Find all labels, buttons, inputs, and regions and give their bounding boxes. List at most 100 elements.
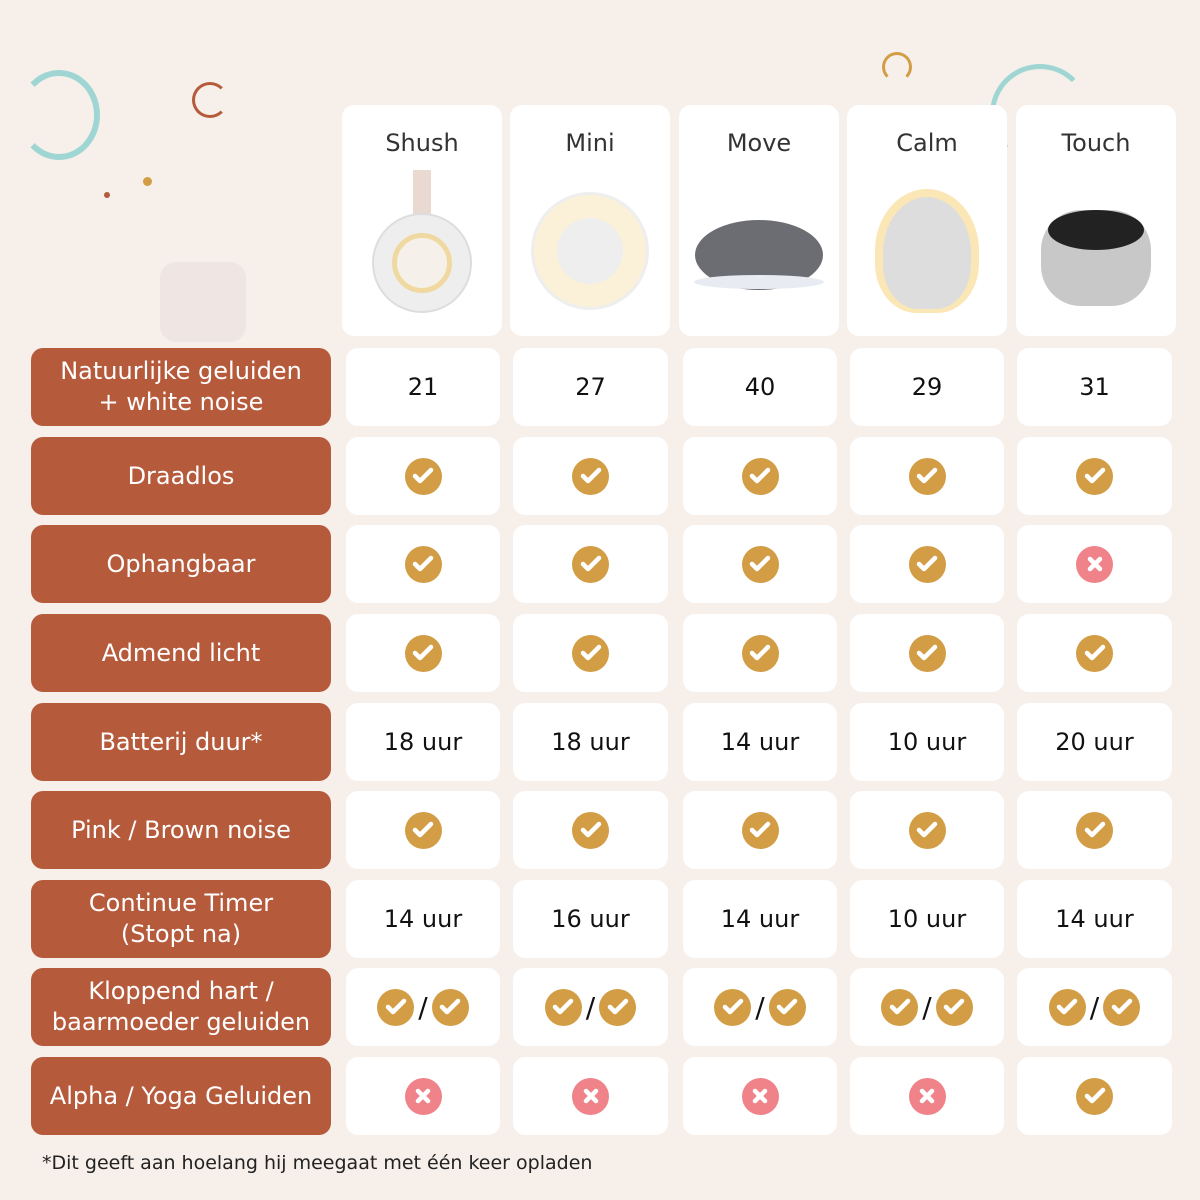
feature-label: Kloppend hart / baarmoeder geluiden [31, 968, 331, 1046]
check-icon [714, 988, 752, 1026]
check-icon [741, 545, 779, 583]
feature-value [850, 791, 1004, 869]
feature-value: 29 [850, 348, 1004, 426]
feature-value: / [683, 968, 837, 1046]
check-icon [599, 988, 637, 1026]
feature-label: Continue Timer (Stopt na) [31, 880, 331, 958]
feature-value [513, 791, 668, 869]
check-icon [741, 634, 779, 672]
feature-value [513, 525, 668, 603]
feature-value [683, 437, 837, 515]
feature-value: / [1017, 968, 1172, 1046]
feature-value [850, 1057, 1004, 1135]
product-card: Move [679, 105, 839, 336]
check-icon [544, 988, 582, 1026]
decor-dot [104, 192, 110, 198]
feature-value: 31 [1017, 348, 1172, 426]
feature-value [1017, 525, 1172, 603]
feature-label: Draadlos [31, 437, 331, 515]
feature-value: 14 uur [1017, 880, 1172, 958]
check-icon [908, 457, 946, 495]
decor-ring [192, 82, 228, 118]
check-icon [404, 545, 442, 583]
check-icon [768, 988, 806, 1026]
feature-value [513, 1057, 668, 1135]
feature-value: 27 [513, 348, 668, 426]
feature-value [513, 614, 668, 692]
check-icon [741, 811, 779, 849]
product-name: Move [726, 129, 792, 157]
feature-value: 20 uur [1017, 703, 1172, 781]
feature-value [850, 437, 1004, 515]
check-icon [1076, 1077, 1113, 1115]
check-icon [404, 634, 442, 672]
check-icon [572, 811, 609, 849]
feature-value: / [850, 968, 1004, 1046]
feature-value: / [346, 968, 500, 1046]
separator: / [922, 990, 932, 1024]
product-name: Mini [565, 129, 615, 157]
product-card: Shush [342, 105, 502, 336]
check-icon [908, 545, 946, 583]
feature-value [1017, 1057, 1172, 1135]
product-card: Mini [510, 105, 670, 336]
feature-value [513, 437, 668, 515]
feature-value [850, 614, 1004, 692]
product-card: Touch [1016, 105, 1176, 336]
product-name: Shush [385, 129, 459, 157]
check-icon [404, 457, 442, 495]
check-icon [1076, 634, 1113, 672]
feature-value: 18 uur [513, 703, 668, 781]
feature-label: Pink / Brown noise [31, 791, 331, 869]
cross-icon [741, 1077, 779, 1115]
feature-value: 16 uur [513, 880, 668, 958]
feature-value: 14 uur [346, 880, 500, 958]
check-icon [377, 988, 415, 1026]
feature-label: Admend licht [31, 614, 331, 692]
decor-ring [18, 70, 100, 160]
footnote: *Dit geeft aan hoelang hij meegaat met é… [42, 1152, 593, 1174]
check-icon [1048, 988, 1086, 1026]
separator: / [1089, 990, 1100, 1024]
feature-value [346, 525, 500, 603]
check-icon [741, 457, 779, 495]
feature-label: Batterij duur* [31, 703, 331, 781]
check-icon [1076, 457, 1113, 495]
decor-ring [882, 52, 912, 82]
feature-value [346, 437, 500, 515]
check-icon [881, 988, 919, 1026]
decor-dot [143, 177, 152, 186]
feature-value [683, 614, 837, 692]
feature-label: Natuurlijke geluiden + white noise [31, 348, 331, 426]
feature-value [1017, 614, 1172, 692]
feature-value [683, 525, 837, 603]
feature-value [346, 614, 500, 692]
cross-icon [404, 1077, 442, 1115]
check-icon [572, 457, 609, 495]
feature-value: 40 [683, 348, 837, 426]
cross-icon [1076, 545, 1113, 583]
feature-value: 10 uur [850, 703, 1004, 781]
check-icon [935, 988, 973, 1026]
cross-icon [908, 1077, 946, 1115]
feature-value [346, 791, 500, 869]
feature-label: Ophangbaar [31, 525, 331, 603]
feature-value: / [513, 968, 668, 1046]
check-icon [908, 634, 946, 672]
feature-label: Alpha / Yoga Geluiden [31, 1057, 331, 1135]
product-card: Calm [847, 105, 1007, 336]
feature-value [1017, 437, 1172, 515]
cross-icon [572, 1077, 609, 1115]
check-icon [572, 634, 609, 672]
check-icon [1076, 811, 1113, 849]
check-icon [908, 811, 946, 849]
check-icon [431, 988, 469, 1026]
feature-value: 10 uur [850, 880, 1004, 958]
separator: / [585, 990, 596, 1024]
feature-value: 21 [346, 348, 500, 426]
feature-value [1017, 791, 1172, 869]
check-icon [1103, 988, 1141, 1026]
check-icon [404, 811, 442, 849]
feature-value: 14 uur [683, 703, 837, 781]
feature-value: 18 uur [346, 703, 500, 781]
